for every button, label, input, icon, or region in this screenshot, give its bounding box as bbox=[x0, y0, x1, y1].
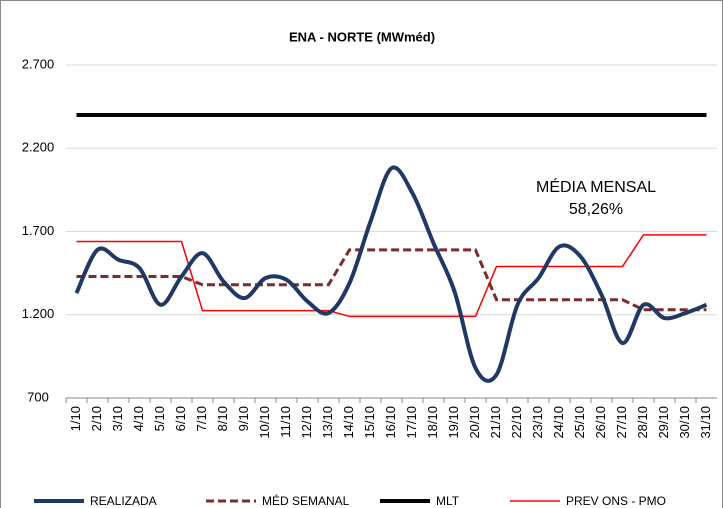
x-tick-label: 5/10 bbox=[152, 406, 167, 431]
series-line bbox=[76, 234, 707, 318]
annotation: 58,26% bbox=[569, 201, 623, 218]
y-tick-label: 2.700 bbox=[22, 56, 55, 71]
x-tick-label: 15/10 bbox=[362, 406, 377, 439]
y-tick-label: 700 bbox=[27, 389, 49, 404]
x-tick-label: 6/10 bbox=[173, 406, 188, 431]
x-tick-label: 17/10 bbox=[404, 406, 419, 439]
legend-label: REALIZADA bbox=[90, 494, 157, 508]
x-tick-label: 24/10 bbox=[551, 406, 566, 439]
x-tick-label: 3/10 bbox=[110, 406, 125, 431]
x-tick-label: 2/10 bbox=[89, 406, 104, 431]
x-tick-label: 9/10 bbox=[236, 406, 251, 431]
x-tick-label: 14/10 bbox=[341, 406, 356, 439]
x-tick-label: 22/10 bbox=[509, 406, 524, 439]
x-tick-label: 29/10 bbox=[656, 406, 671, 439]
x-tick-label: 1/10 bbox=[68, 406, 83, 431]
x-tick-label: 30/10 bbox=[677, 406, 692, 439]
x-tick-label: 11/10 bbox=[278, 406, 293, 438]
x-tick-label: 31/10 bbox=[698, 406, 713, 439]
legend-label: MÉD SEMANAL bbox=[262, 493, 350, 508]
x-tick-label: 27/10 bbox=[614, 406, 629, 439]
annotation: MÉDIA MENSAL bbox=[536, 177, 656, 196]
y-tick-label: 1.200 bbox=[22, 306, 55, 321]
chart-title: ENA - NORTE (MWméd) bbox=[289, 29, 435, 44]
x-tick-label: 18/10 bbox=[425, 406, 440, 439]
x-tick-label: 23/10 bbox=[530, 406, 545, 439]
x-tick-label: 19/10 bbox=[446, 406, 461, 439]
x-tick-label: 8/10 bbox=[215, 406, 230, 431]
legend-label: PREV ONS - PMO bbox=[566, 494, 666, 508]
x-tick-label: 25/10 bbox=[572, 406, 587, 439]
series-line bbox=[74, 165, 708, 383]
y-tick-label: 1.700 bbox=[22, 223, 55, 238]
x-tick-label: 26/10 bbox=[593, 406, 608, 439]
x-tick-label: 4/10 bbox=[131, 406, 146, 431]
x-tick-label: 21/10 bbox=[488, 406, 503, 439]
x-tick-label: 10/10 bbox=[257, 406, 272, 439]
x-tick-label: 7/10 bbox=[194, 406, 209, 431]
x-tick-label: 20/10 bbox=[467, 406, 482, 439]
x-tick-label: 13/10 bbox=[320, 406, 335, 439]
x-tick-label: 16/10 bbox=[383, 406, 398, 439]
x-tick-label: 12/10 bbox=[299, 406, 314, 439]
x-tick-label: 28/10 bbox=[635, 406, 650, 439]
y-tick-label: 2.200 bbox=[22, 140, 55, 155]
legend-label: MLT bbox=[436, 494, 460, 508]
